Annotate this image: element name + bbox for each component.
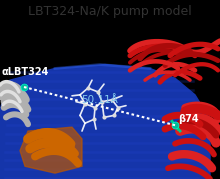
Text: LBT324-Na/K pump model: LBT324-Na/K pump model bbox=[28, 5, 192, 18]
Polygon shape bbox=[20, 127, 82, 173]
Text: 50.11Å: 50.11Å bbox=[81, 95, 118, 105]
Polygon shape bbox=[0, 64, 210, 179]
Text: β74: β74 bbox=[178, 114, 199, 124]
Text: αLBT324: αLBT324 bbox=[2, 67, 49, 77]
